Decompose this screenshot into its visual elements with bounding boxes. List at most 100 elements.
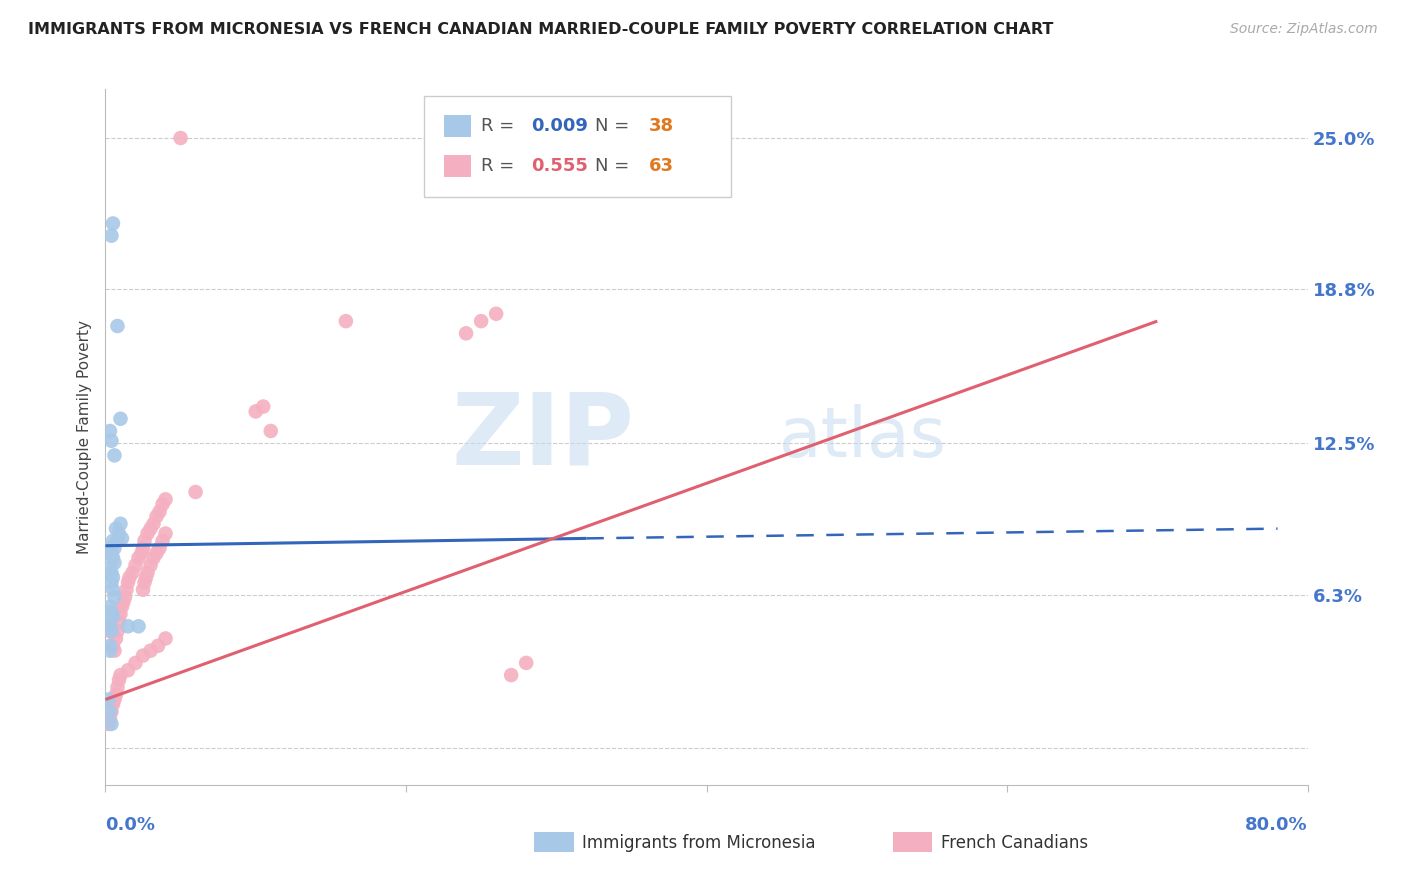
Point xyxy=(128,550,150,565)
Point xyxy=(97,615,120,629)
Point xyxy=(100,566,122,580)
Point xyxy=(139,522,162,536)
Point xyxy=(128,619,150,633)
Point xyxy=(139,643,162,657)
Point xyxy=(124,656,146,670)
Text: IMMIGRANTS FROM MICRONESIA VS FRENCH CANADIAN MARRIED-COUPLE FAMILY POVERTY CORR: IMMIGRANTS FROM MICRONESIA VS FRENCH CAN… xyxy=(28,22,1053,37)
Point xyxy=(98,643,121,657)
Text: French Canadians: French Canadians xyxy=(941,834,1088,852)
Point xyxy=(103,643,125,657)
Point xyxy=(454,326,477,341)
Point xyxy=(142,516,165,531)
Point xyxy=(110,411,132,425)
Point xyxy=(115,582,138,597)
Point xyxy=(117,663,139,677)
Point xyxy=(100,546,122,560)
Point xyxy=(111,532,134,546)
Point xyxy=(146,639,169,653)
Point xyxy=(136,566,159,580)
Point xyxy=(117,575,139,590)
Point xyxy=(145,509,167,524)
Text: atlas: atlas xyxy=(779,403,946,471)
Point xyxy=(110,668,132,682)
Point xyxy=(485,307,508,321)
FancyBboxPatch shape xyxy=(444,154,471,177)
Point xyxy=(100,607,122,621)
Point xyxy=(98,639,121,653)
Point xyxy=(98,619,121,633)
Point xyxy=(103,449,125,463)
Point xyxy=(134,575,156,590)
Point xyxy=(139,558,162,573)
FancyBboxPatch shape xyxy=(444,115,471,137)
Point xyxy=(252,400,274,414)
Point xyxy=(101,582,124,597)
Point xyxy=(135,570,157,584)
Point xyxy=(98,712,121,726)
Point xyxy=(104,688,127,702)
Point xyxy=(155,632,177,646)
Point xyxy=(98,541,121,556)
Point xyxy=(101,609,124,624)
Point xyxy=(245,404,267,418)
Point xyxy=(112,595,135,609)
Point xyxy=(148,504,170,518)
Text: N =: N = xyxy=(595,157,634,175)
Point xyxy=(107,681,129,695)
Text: Source: ZipAtlas.com: Source: ZipAtlas.com xyxy=(1230,22,1378,37)
Point xyxy=(110,607,132,621)
Point xyxy=(97,692,120,706)
Point xyxy=(470,314,492,328)
Point xyxy=(142,550,165,565)
Text: R =: R = xyxy=(481,117,519,135)
Point xyxy=(100,575,122,590)
Point xyxy=(100,434,122,448)
Point xyxy=(132,648,155,663)
Point xyxy=(501,668,523,682)
Point xyxy=(98,599,121,614)
Point xyxy=(101,533,124,548)
Text: 0.009: 0.009 xyxy=(531,117,588,135)
Point xyxy=(132,582,155,597)
Point xyxy=(134,533,156,548)
Point xyxy=(101,217,124,231)
Point xyxy=(335,314,357,328)
Point xyxy=(114,590,136,604)
Point xyxy=(260,424,283,438)
Point xyxy=(107,624,129,639)
Point xyxy=(108,615,131,629)
Y-axis label: Married-Couple Family Poverty: Married-Couple Family Poverty xyxy=(76,320,91,554)
Point xyxy=(103,556,125,570)
Point xyxy=(145,546,167,560)
Point xyxy=(108,673,131,687)
Point xyxy=(100,705,122,719)
Point xyxy=(136,526,159,541)
Point xyxy=(169,131,191,145)
Point xyxy=(155,492,177,507)
Point xyxy=(103,541,125,556)
Point xyxy=(98,560,121,574)
Text: 63: 63 xyxy=(648,157,673,175)
Text: R =: R = xyxy=(481,157,519,175)
Point xyxy=(98,624,121,639)
Point xyxy=(100,624,122,639)
Point xyxy=(110,516,132,531)
Text: Immigrants from Micronesia: Immigrants from Micronesia xyxy=(582,834,815,852)
Point xyxy=(104,522,127,536)
Point xyxy=(111,599,134,614)
Point xyxy=(152,497,174,511)
Point xyxy=(100,228,122,243)
Point xyxy=(131,546,153,560)
Point xyxy=(104,632,127,646)
Point xyxy=(117,619,139,633)
Point xyxy=(97,717,120,731)
Point xyxy=(107,318,129,333)
Text: 38: 38 xyxy=(648,117,673,135)
Point xyxy=(155,526,177,541)
Text: N =: N = xyxy=(595,117,634,135)
Point xyxy=(98,705,121,719)
Point xyxy=(100,605,122,619)
Point xyxy=(148,541,170,556)
Point xyxy=(118,570,141,584)
Text: 0.0%: 0.0% xyxy=(105,816,156,834)
